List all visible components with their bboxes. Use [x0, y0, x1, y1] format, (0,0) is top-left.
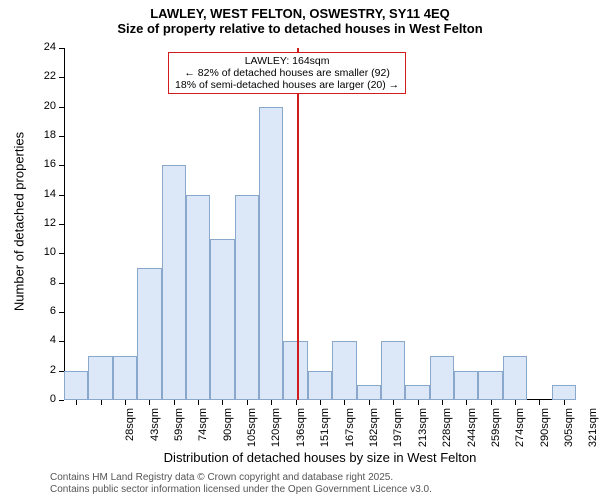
x-axis-label: Distribution of detached houses by size …	[64, 450, 576, 465]
histogram-bar	[357, 385, 381, 400]
chart-title: LAWLEY, WEST FELTON, OSWESTRY, SY11 4EQ …	[0, 6, 600, 36]
y-tick	[59, 283, 64, 284]
y-tick	[59, 165, 64, 166]
histogram-bar	[503, 356, 527, 400]
x-tick-label: 321sqm	[587, 408, 599, 458]
y-tick-label: 0	[32, 393, 56, 405]
y-tick	[59, 224, 64, 225]
y-tick-label: 10	[32, 246, 56, 258]
x-tick	[466, 400, 467, 405]
y-tick-label: 14	[32, 188, 56, 200]
histogram-bar	[186, 195, 210, 400]
y-axis-label: Number of detached properties	[12, 92, 27, 352]
x-tick	[296, 400, 297, 405]
y-tick-label: 4	[32, 334, 56, 346]
histogram-bar	[113, 356, 137, 400]
y-tick	[59, 136, 64, 137]
y-tick-label: 12	[32, 217, 56, 229]
annotation-line: LAWLEY: 164sqm	[175, 55, 399, 67]
y-tick	[59, 195, 64, 196]
histogram-bar	[552, 385, 576, 400]
title-line-2: Size of property relative to detached ho…	[0, 21, 600, 36]
histogram-bar	[88, 356, 112, 400]
footer-line-2: Contains public sector information licen…	[50, 484, 432, 495]
y-tick	[59, 48, 64, 49]
y-axis-line	[64, 48, 65, 400]
y-tick-label: 22	[32, 70, 56, 82]
x-tick	[271, 400, 272, 405]
histogram-bar	[308, 371, 332, 400]
title-line-1: LAWLEY, WEST FELTON, OSWESTRY, SY11 4EQ	[0, 6, 600, 21]
x-tick	[76, 400, 77, 405]
y-tick	[59, 400, 64, 401]
y-tick-label: 20	[32, 100, 56, 112]
x-tick	[125, 400, 126, 405]
footer-line-1: Contains HM Land Registry data © Crown c…	[50, 472, 393, 483]
x-tick	[491, 400, 492, 405]
histogram-bar	[381, 341, 405, 400]
y-tick-label: 2	[32, 364, 56, 376]
histogram-bar	[430, 356, 454, 400]
annotation-line: ← 82% of detached houses are smaller (92…	[175, 67, 399, 79]
histogram-bar	[478, 371, 502, 400]
x-tick	[344, 400, 345, 405]
y-tick	[59, 253, 64, 254]
y-tick	[59, 77, 64, 78]
histogram-bar	[332, 341, 356, 400]
x-tick	[101, 400, 102, 405]
histogram-bar	[283, 341, 307, 400]
y-tick	[59, 107, 64, 108]
histogram-bar	[162, 165, 186, 400]
histogram-bar	[137, 268, 161, 400]
x-tick	[174, 400, 175, 405]
plot-area: 02468101214161820222428sqm43sqm59sqm74sq…	[64, 48, 576, 400]
x-tick	[222, 400, 223, 405]
histogram-bar	[454, 371, 478, 400]
annotation-box: LAWLEY: 164sqm← 82% of detached houses a…	[168, 52, 406, 94]
annotation-line: 18% of semi-detached houses are larger (…	[175, 79, 399, 91]
y-tick-label: 16	[32, 158, 56, 170]
y-tick-label: 18	[32, 129, 56, 141]
x-tick	[369, 400, 370, 405]
marker-line	[297, 48, 299, 400]
x-tick	[393, 400, 394, 405]
histogram-bar	[64, 371, 88, 400]
x-tick	[564, 400, 565, 405]
x-tick	[149, 400, 150, 405]
histogram-bar	[259, 107, 283, 400]
y-tick-label: 24	[32, 41, 56, 53]
histogram-bar	[405, 385, 429, 400]
x-tick	[320, 400, 321, 405]
histogram-bar	[210, 239, 234, 400]
y-tick-label: 8	[32, 276, 56, 288]
x-tick	[539, 400, 540, 405]
x-tick	[247, 400, 248, 405]
x-tick	[515, 400, 516, 405]
y-tick	[59, 312, 64, 313]
histogram-bar	[235, 195, 259, 400]
x-tick	[198, 400, 199, 405]
x-tick	[442, 400, 443, 405]
y-tick-label: 6	[32, 305, 56, 317]
x-tick	[418, 400, 419, 405]
y-tick	[59, 341, 64, 342]
